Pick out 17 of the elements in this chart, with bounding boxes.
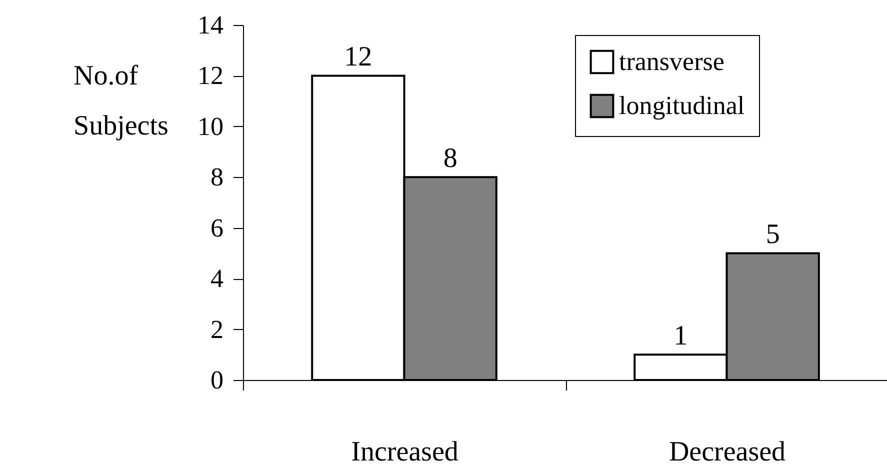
data-label: 8 [443,143,458,174]
data-label: 5 [766,219,780,250]
data-label: 12 [344,42,372,73]
y-tick-label: 0 [210,366,224,394]
data-label: 1 [674,320,688,352]
y-tick-label: 2 [210,314,224,344]
x-tick-label: Increased [351,436,458,468]
y-tick-label: 4 [210,264,224,294]
y-tick-label: 14 [198,10,224,40]
legend-label: transverse [619,47,724,76]
y-tick-label: 8 [210,162,224,192]
y-tick-label: 12 [198,61,224,90]
y-tick-label: 6 [210,213,224,242]
legend-label: longitudinal [619,91,745,120]
x-tick-label: Decreased [668,436,786,468]
y-axis-title: No.of Subjects [74,60,168,142]
y-tick-label: 10 [198,112,224,141]
